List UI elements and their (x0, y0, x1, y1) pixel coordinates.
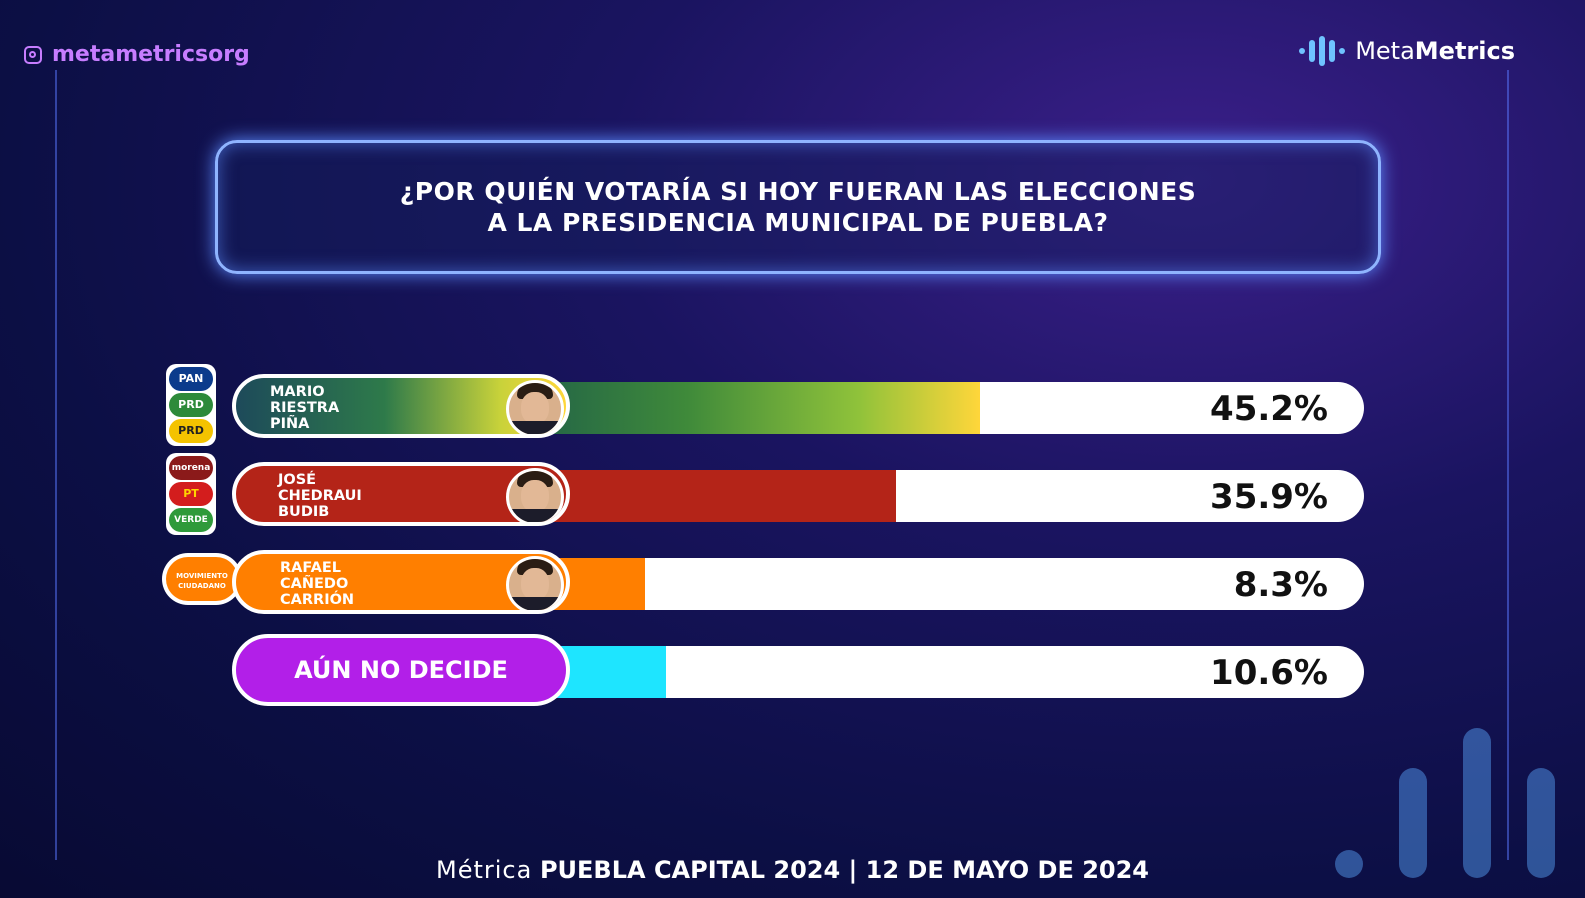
undecided-label: AÚN NO DECIDE (232, 634, 570, 706)
verde-logo-icon: VERDE (169, 508, 213, 532)
bar-row-riestra: 45.2% MARIO RIESTRA PIÑA (232, 374, 1364, 438)
instagram-handle[interactable]: metametricsorg (24, 42, 250, 67)
bar-fill-riestra (492, 382, 980, 434)
footer-caption: Métrica PUEBLA CAPITAL 2024 | 12 DE MAYO… (0, 856, 1585, 884)
bar-track: 10.6% (492, 646, 1364, 698)
question-title-box: ¿POR QUIÉN VOTARÍA SI HOY FUERAN LAS ELE… (215, 140, 1381, 274)
bar-track: 45.2% (492, 382, 1364, 434)
bar-row-canedo: 8.3% RAFAEL CAÑEDO CARRIÓN (232, 550, 1364, 614)
party-logos-coalition-3: MOVIMIENTO CIUDADANO (162, 553, 242, 605)
bar-row-undecided: 10.6% AÚN NO DECIDE (232, 634, 1364, 706)
value-label: 35.9% (1210, 477, 1328, 517)
candidate-name: MARIO RIESTRA PIÑA (270, 384, 340, 432)
metametrics-logo-icon (1299, 36, 1346, 66)
candidate-photo (506, 468, 564, 522)
question-line-2: A LA PRESIDENCIA MUNICIPAL DE PUEBLA? (487, 208, 1109, 237)
candidate-name: RAFAEL CAÑEDO CARRIÓN (280, 560, 355, 608)
candidate-photo (506, 556, 564, 610)
instagram-icon (24, 45, 42, 64)
prd-logo-icon: PRD (169, 419, 213, 443)
decorative-frame (55, 70, 1509, 860)
party-logos-coalition-2: morena PT VERDE (166, 453, 216, 535)
footer-title: PUEBLA CAPITAL 2024 | 12 DE MAYO DE 2024 (539, 856, 1149, 884)
handle-text: metametricsorg (52, 42, 250, 67)
morena-logo-icon: morena (169, 456, 213, 480)
brand-logo: MetaMetrics (1299, 36, 1515, 66)
bar-track: 8.3% (492, 558, 1364, 610)
candidate-label-riestra: MARIO RIESTRA PIÑA (232, 374, 570, 438)
pri-logo-icon: PRD (169, 393, 213, 417)
decorative-logo-icon (1335, 728, 1555, 878)
pt-logo-icon: PT (169, 482, 213, 506)
value-label: 8.3% (1233, 565, 1328, 605)
bar-track: 35.9% (492, 470, 1364, 522)
candidate-label-chedraui: JOSÉ CHEDRAUI BUDIB (232, 462, 570, 526)
value-label: 10.6% (1210, 653, 1328, 693)
bar-row-chedraui: 35.9% JOSÉ CHEDRAUI BUDIB (232, 462, 1364, 526)
value-label: 45.2% (1210, 389, 1328, 429)
brand-name: MetaMetrics (1355, 37, 1515, 65)
question-line-1: ¿POR QUIÉN VOTARÍA SI HOY FUERAN LAS ELE… (399, 177, 1197, 206)
candidate-name: JOSÉ CHEDRAUI BUDIB (278, 472, 362, 520)
candidate-photo (506, 380, 564, 434)
movimiento-ciudadano-logo-icon: MOVIMIENTO CIUDADANO (166, 557, 238, 601)
party-logos-coalition-1: PAN PRD PRD (166, 364, 216, 446)
footer-metrica: Métrica (435, 856, 533, 884)
candidate-label-canedo: RAFAEL CAÑEDO CARRIÓN (232, 550, 570, 614)
pan-logo-icon: PAN (169, 367, 213, 391)
